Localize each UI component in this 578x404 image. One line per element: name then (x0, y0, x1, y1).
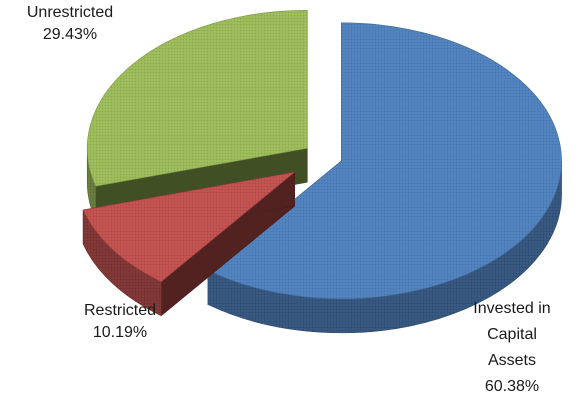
slice-name-invested-line-1: Invested in (473, 300, 551, 317)
slice-restricted (82, 171, 296, 317)
slice-top-texture-restricted (83, 172, 295, 282)
slice-value-unrestricted: 29.43% (42, 26, 98, 43)
slice-rim-texture-invested-in-capital-assets-0 (208, 160, 562, 333)
slice-label-restricted: Restricted 10.19% (60, 300, 180, 344)
slice-name-invested-line-3: Assets (487, 352, 536, 369)
slice-label-invested-in-capital-assets: Invested in Capital Assets 60.38% (450, 296, 574, 400)
slice-name-unrestricted: Unrestricted (26, 4, 114, 21)
slice-label-unrestricted: Unrestricted 29.43% (0, 2, 140, 46)
slice-value-restricted: 10.19% (92, 324, 148, 341)
slice-name-invested-line-2: Capital (487, 326, 537, 343)
slice-top-texture-unrestricted (87, 10, 308, 187)
slice-value-invested: 60.38% (484, 378, 540, 395)
slice-top-texture-invested-in-capital-assets (208, 22, 562, 299)
slice-rim-texture-restricted-0 (83, 209, 162, 316)
slice-invested-in-capital-assets (207, 22, 562, 334)
slice-rim-texture-unrestricted-0 (87, 148, 96, 221)
slice-name-restricted: Restricted (83, 302, 157, 319)
